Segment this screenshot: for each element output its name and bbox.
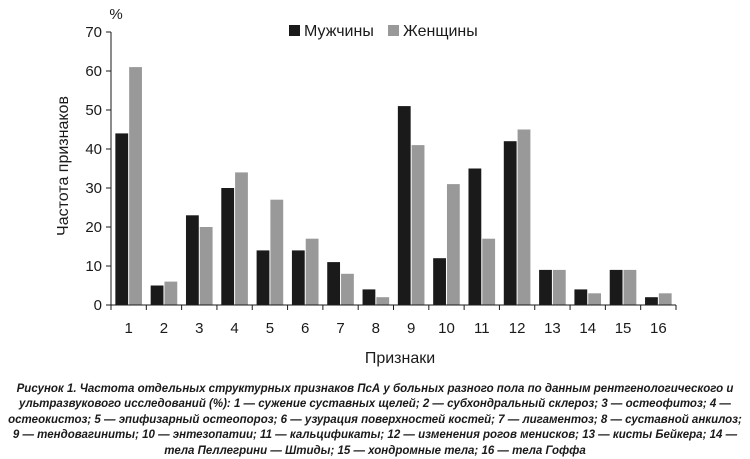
bar-women <box>164 281 178 305</box>
bar-men <box>362 289 376 305</box>
y-tick-label: 60 <box>85 63 102 80</box>
bar-women <box>658 293 672 305</box>
bar-men <box>256 250 270 305</box>
y-unit-label: % <box>109 6 122 23</box>
x-tick-label: 7 <box>336 320 344 337</box>
x-tick-label: 5 <box>266 320 274 337</box>
x-tick-label: 1 <box>124 320 132 337</box>
bar-men <box>115 133 129 305</box>
figure-caption: Рисунок 1. Частота отдельных структурных… <box>8 383 742 457</box>
bar-men <box>327 262 341 305</box>
x-tick-label: 15 <box>615 320 632 337</box>
x-axis: 1 2 3 4 5 6 7 8 9 10 11 12 13 14 15 16 <box>110 304 677 337</box>
bar-men <box>221 188 235 305</box>
bar-men <box>609 269 623 305</box>
x-tick-label: 16 <box>650 320 667 337</box>
bar-men <box>150 285 164 305</box>
y-axis-title: Частота признаков <box>55 96 72 236</box>
x-tick-label: 4 <box>230 320 238 337</box>
bar-men <box>574 289 588 305</box>
bar-women <box>376 297 390 305</box>
x-tick-label: 6 <box>301 320 309 337</box>
bar-women <box>305 238 319 305</box>
bar-chart: % Частота признаков Признаки Мужчины Жен… <box>55 6 677 367</box>
bar-women <box>446 184 460 305</box>
bar-men <box>185 215 199 305</box>
y-tick-label: 50 <box>85 102 102 119</box>
bars <box>115 67 672 305</box>
x-tick-label: 12 <box>509 320 526 337</box>
x-tick-label: 13 <box>544 320 561 337</box>
x-tick-label: 9 <box>407 320 415 337</box>
legend-swatch-women <box>388 25 399 36</box>
x-tick-label: 14 <box>579 320 596 337</box>
legend-swatch-men <box>289 25 300 36</box>
bar-women <box>129 67 142 305</box>
y-tick-label: 0 <box>94 297 102 314</box>
x-tick-label: 2 <box>160 320 168 337</box>
y-tick-label: 20 <box>85 219 102 236</box>
x-tick-label: 10 <box>438 320 455 337</box>
bar-men <box>433 258 446 305</box>
y-axis: 0 10 20 30 40 50 60 70 <box>85 24 112 314</box>
y-tick-label: 10 <box>85 258 102 275</box>
bar-men <box>468 168 482 305</box>
bar-men <box>503 141 517 305</box>
bar-men <box>539 269 552 305</box>
bar-women <box>341 273 354 305</box>
bar-women <box>482 238 496 305</box>
bar-women <box>588 293 602 305</box>
legend-label-women: Женщины <box>403 23 478 40</box>
x-tick-label: 8 <box>372 320 380 337</box>
x-tick-label: 3 <box>195 320 203 337</box>
y-tick-label: 40 <box>85 141 102 158</box>
y-tick-label: 30 <box>85 180 102 197</box>
legend-label-men: Мужчины <box>304 23 374 40</box>
bar-women <box>623 269 637 305</box>
y-tick-label: 70 <box>85 24 102 41</box>
bar-women <box>411 145 425 305</box>
x-tick-label: 11 <box>474 320 490 337</box>
bar-women <box>270 199 284 305</box>
bar-women <box>552 269 566 305</box>
bar-women <box>517 129 531 305</box>
bar-men <box>645 297 658 305</box>
bar-women <box>235 172 248 305</box>
legend: Мужчины Женщины <box>289 23 478 40</box>
bar-women <box>199 227 213 305</box>
bar-men <box>291 250 305 305</box>
x-axis-title: Признаки <box>365 350 435 367</box>
bar-men <box>397 106 411 305</box>
